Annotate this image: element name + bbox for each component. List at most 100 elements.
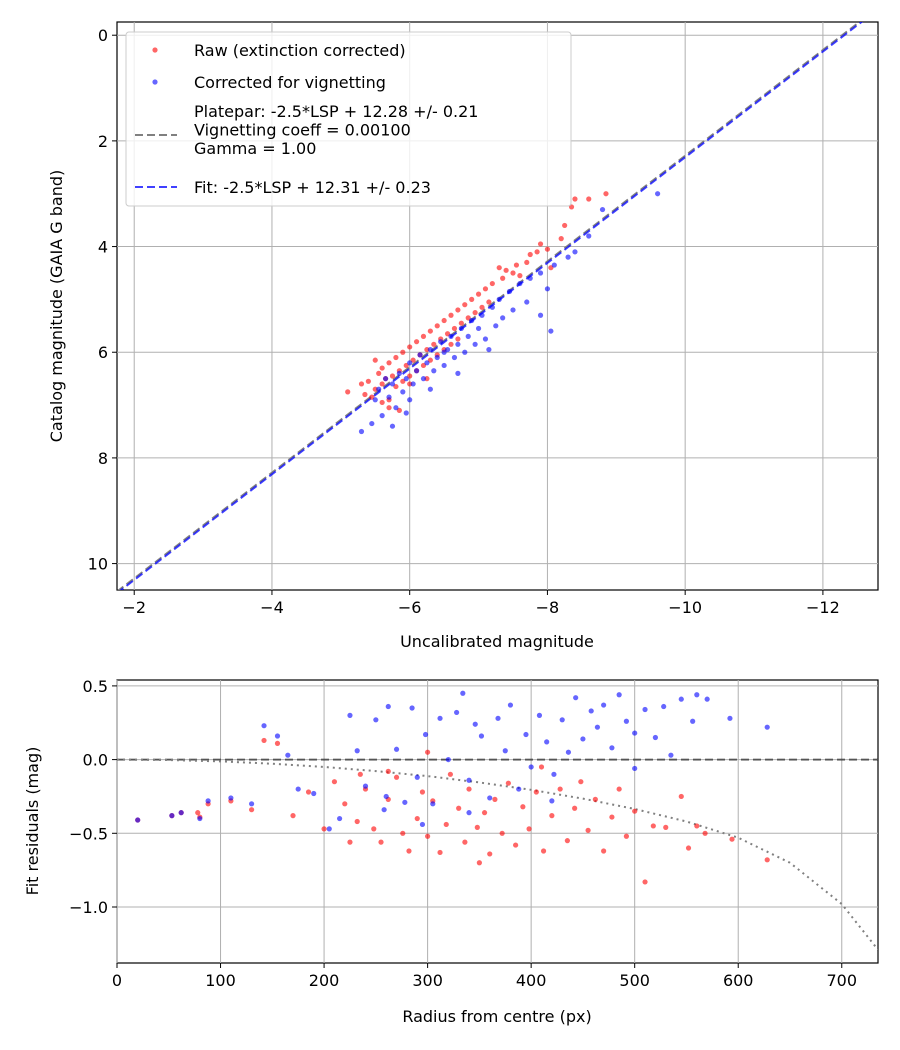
magnitude-point-raw xyxy=(358,381,365,387)
magnitude-point-corrected xyxy=(469,317,475,324)
magnitude-point-raw xyxy=(365,378,371,384)
magnitude-point-raw xyxy=(451,325,458,332)
legend-label-platepar-line: Platepar: -2.5*LSP + 12.28 +/- 0.21 xyxy=(194,102,478,121)
magnitude-point-raw xyxy=(362,391,368,398)
residuals-point-corrected xyxy=(495,715,501,721)
magnitude-point-raw xyxy=(462,302,468,308)
legend-label-platepar-line: Gamma = 1.00 xyxy=(194,139,316,158)
magnitude-point-corrected xyxy=(448,333,454,339)
residuals-point-corrected xyxy=(544,739,550,745)
residuals-point-raw xyxy=(371,826,377,832)
residuals-point-corrected xyxy=(402,799,408,805)
magnitude-point-corrected xyxy=(565,254,571,260)
residuals-panel: 0 100 200 300 400 500 600 700 0.5 0.0 −0.5 −1.0 Ra… xyxy=(23,677,879,1026)
magnitude-point-corrected xyxy=(407,360,413,366)
residuals-point-raw xyxy=(456,805,462,811)
magnitude-point-corrected xyxy=(379,413,385,419)
magnitude-y-tick-label: 10 xyxy=(88,555,108,574)
magnitude-point-corrected xyxy=(537,312,544,318)
residuals-points xyxy=(135,690,770,885)
magnitude-point-corrected xyxy=(372,397,378,403)
magnitude-y-tick-label: 2 xyxy=(98,132,108,151)
residuals-point-raw xyxy=(385,768,391,774)
magnitude-point-raw xyxy=(558,236,564,242)
residuals-point-corrected xyxy=(523,731,529,738)
magnitude-point-raw xyxy=(441,317,447,324)
residuals-point-corrected xyxy=(516,786,522,792)
magnitude-point-corrected xyxy=(455,341,461,347)
residuals-point-corrected xyxy=(326,826,332,832)
residuals-point-raw xyxy=(764,857,770,863)
residuals-y-tick-label: 0.0 xyxy=(83,751,108,770)
magnitude-point-corrected xyxy=(655,191,661,197)
residuals-point-raw xyxy=(476,860,482,866)
residuals-x-ticks: 0 100 200 300 400 500 600 700 xyxy=(112,963,857,990)
residuals-point-raw xyxy=(331,779,338,785)
magnitude-point-corrected xyxy=(510,307,516,313)
magnitude-point-raw xyxy=(345,389,351,395)
residuals-point-corrected xyxy=(565,749,572,755)
magnitude-point-raw xyxy=(500,275,506,281)
magnitude-point-raw xyxy=(482,286,489,292)
residuals-point-raw xyxy=(601,848,607,854)
residuals-x-tick-label: 300 xyxy=(412,971,443,990)
residuals-point-raw xyxy=(729,836,735,842)
residuals-point-corrected xyxy=(487,795,493,801)
residuals-point-raw xyxy=(414,815,420,822)
residuals-point-raw xyxy=(540,848,547,854)
magnitude-point-corrected xyxy=(544,286,551,292)
residuals-point-corrected xyxy=(383,793,389,800)
magnitude-x-axis-label: Uncalibrated magnitude xyxy=(400,632,594,651)
residuals-point-raw xyxy=(274,740,281,746)
magnitude-point-corrected xyxy=(465,333,471,339)
residuals-point-raw xyxy=(499,830,505,836)
magnitude-point-raw xyxy=(537,241,544,247)
residuals-point-corrected xyxy=(536,712,543,718)
residuals-point-corrected xyxy=(466,810,472,816)
magnitude-point-raw xyxy=(586,196,592,202)
residuals-point-raw xyxy=(321,826,327,832)
residuals-point-corrected xyxy=(559,717,565,723)
residuals-point-corrected xyxy=(460,690,466,696)
magnitude-point-corrected xyxy=(382,376,389,382)
magnitude-point-raw xyxy=(413,339,420,345)
legend-marker-corrected xyxy=(152,79,158,85)
residuals-point-raw xyxy=(492,796,498,802)
magnitude-point-raw xyxy=(503,267,509,273)
magnitude-point-corrected xyxy=(506,288,513,295)
magnitude-point-corrected xyxy=(410,381,416,387)
residuals-point-corrected xyxy=(419,821,426,828)
residuals-point-corrected xyxy=(668,752,674,758)
magnitude-point-corrected xyxy=(427,386,433,392)
residuals-point-raw xyxy=(632,808,638,814)
residuals-point-raw xyxy=(694,823,700,829)
residuals-point-corrected xyxy=(373,717,379,723)
residuals-point-raw xyxy=(549,813,555,819)
legend-entry-fit: Fit: -2.5*LSP + 12.31 +/- 0.23 xyxy=(135,178,431,197)
magnitude-y-tick-label: 8 xyxy=(98,449,108,468)
magnitude-point-corrected xyxy=(407,397,413,403)
residuals-point-corrected xyxy=(205,798,211,804)
magnitude-point-corrected xyxy=(500,315,506,321)
residuals-point-corrected xyxy=(466,777,472,783)
magnitude-point-raw xyxy=(379,381,385,387)
residuals-point-corrected xyxy=(295,786,301,792)
residuals-point-corrected xyxy=(414,774,420,780)
residuals-point-raw xyxy=(623,833,630,839)
residuals-point-corrected xyxy=(437,715,443,721)
magnitude-x-tick-label: −10 xyxy=(668,598,702,617)
magnitude-point-raw xyxy=(489,280,495,287)
residuals-x-tick-label: 100 xyxy=(205,971,236,990)
magnitude-point-corrected xyxy=(599,206,606,213)
magnitude-point-raw xyxy=(379,365,385,371)
residuals-point-corrected xyxy=(285,752,291,758)
magnitude-point-raw xyxy=(407,344,413,350)
magnitude-point-raw xyxy=(469,296,475,302)
magnitude-point-corrected xyxy=(424,360,430,366)
magnitude-point-raw xyxy=(479,304,485,310)
magnitude-point-corrected xyxy=(537,270,544,276)
magnitude-point-raw xyxy=(386,405,392,411)
magnitude-point-corrected xyxy=(472,341,478,347)
residuals-point-corrected xyxy=(337,815,343,822)
